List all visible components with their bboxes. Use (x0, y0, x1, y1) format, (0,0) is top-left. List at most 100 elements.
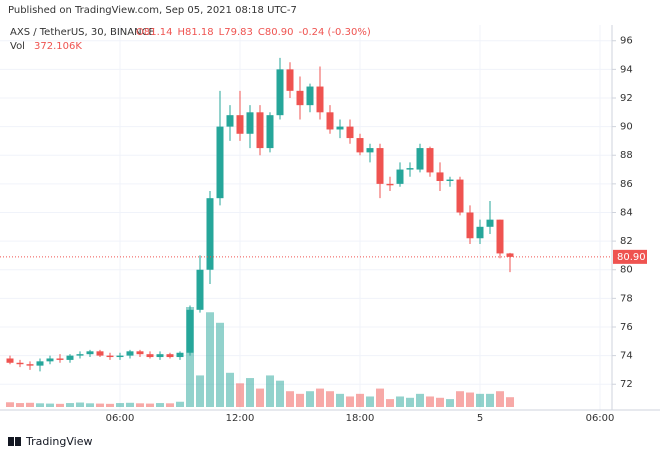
volume-bar (306, 391, 314, 407)
candle-body (36, 361, 44, 366)
candle-body (246, 112, 254, 134)
footer-brand: TradingView (25, 435, 92, 448)
candle-body (86, 351, 94, 355)
candle-body (476, 226, 484, 239)
volume-bar (6, 402, 14, 407)
y-tick-label: 96 (620, 36, 633, 47)
ohlc-value: C80.90 (258, 27, 294, 38)
candle-body (496, 219, 504, 254)
volume-bar (216, 322, 224, 407)
candle-body (226, 115, 234, 127)
volume-bar (126, 402, 134, 407)
volume-bar (496, 391, 504, 407)
volume-bar (316, 388, 324, 407)
candle-body (506, 253, 514, 257)
volume-bar (416, 393, 424, 407)
candle-body (436, 172, 444, 182)
chart-title: AXS / TetherUS, 30, BINANCE (10, 27, 155, 38)
candle-body (236, 115, 244, 134)
candle-body (106, 355, 114, 358)
candle-body (306, 86, 314, 106)
y-tick-label: 82 (620, 236, 633, 247)
volume-bar (376, 388, 384, 407)
candle-body (66, 355, 74, 360)
volume-bar (396, 396, 404, 407)
last-price-label: 80.90 (617, 252, 646, 263)
candle-body (6, 358, 14, 363)
volume-bar (66, 403, 74, 407)
candle-body (416, 148, 424, 170)
volume-bar (436, 397, 444, 407)
y-tick-label: 72 (620, 379, 633, 390)
volume-bar (296, 393, 304, 407)
candle-body (456, 179, 464, 213)
volume-bar (166, 403, 174, 407)
volume-bar (76, 402, 84, 407)
volume-label: Vol (10, 41, 25, 52)
candle-body (216, 126, 224, 199)
volume-bar (46, 403, 54, 407)
candle-body (56, 358, 64, 360)
candle-body (376, 148, 384, 184)
candle-body (156, 354, 164, 358)
ohlc-value: O81.14 (136, 27, 173, 38)
y-tick-label: 78 (620, 293, 633, 304)
candle-body (336, 126, 344, 130)
candle-body (366, 148, 374, 153)
volume-bar (236, 383, 244, 407)
volume-bar (36, 403, 44, 407)
volume-bar (286, 391, 294, 407)
volume-bar (16, 403, 24, 407)
volume-bar (356, 393, 364, 407)
volume-bar (146, 403, 154, 407)
candle-body (446, 179, 454, 182)
logo (8, 437, 21, 446)
volume-bar (326, 391, 334, 407)
candle-body (206, 198, 214, 270)
y-tick-label: 92 (620, 93, 633, 104)
candle-body (46, 358, 54, 362)
y-tick-label: 86 (620, 179, 633, 190)
candle-body (196, 269, 204, 310)
volume-bar (266, 375, 274, 407)
candle-body (166, 354, 174, 358)
candle-body (116, 355, 124, 358)
x-tick-label: 18:00 (346, 413, 375, 424)
candle-body (276, 69, 284, 116)
y-tick-label: 88 (620, 150, 633, 161)
x-tick-label: 06:00 (106, 413, 135, 424)
volume-bar (186, 307, 194, 407)
y-tick-label: 84 (620, 207, 633, 218)
candle-body (346, 126, 354, 139)
volume-bar (446, 399, 454, 407)
volume-value: 372.106K (34, 41, 82, 52)
last-price-box (613, 249, 647, 264)
volume-bar (96, 403, 104, 407)
volume-bar (386, 399, 394, 407)
x-tick-label: 5 (477, 413, 483, 424)
volume-bar (206, 312, 214, 407)
y-tick-label: 94 (620, 64, 633, 75)
y-tick-label: 74 (620, 351, 633, 362)
candle-body (266, 115, 274, 149)
candle-body (356, 138, 364, 153)
candle-body (136, 351, 144, 355)
y-tick-label: 90 (620, 122, 633, 133)
candle-body (486, 219, 494, 227)
volume-bar (486, 393, 494, 407)
grid (0, 25, 612, 410)
candle-body (386, 183, 394, 186)
candle-body (96, 351, 104, 356)
ohlc-value: L79.83 (219, 27, 253, 38)
y-tick-label: 76 (620, 322, 633, 333)
volume-bar (346, 396, 354, 407)
candle-body (256, 112, 264, 149)
volume-bar (56, 403, 64, 407)
volume-bar (226, 372, 234, 407)
y-tick-label: 80 (620, 265, 633, 276)
candle-body (146, 354, 154, 358)
volume-bar (506, 397, 514, 407)
candle-body (26, 364, 34, 366)
candle-body (396, 169, 404, 184)
